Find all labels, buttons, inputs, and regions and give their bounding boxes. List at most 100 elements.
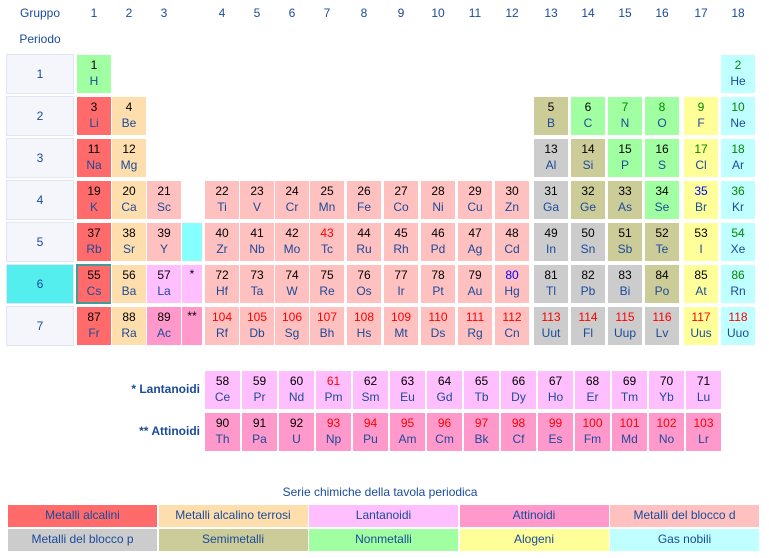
lanthanoids-element-Ho[interactable]: 67 Ho — [537, 370, 574, 410]
element-Au[interactable]: 79 Au — [457, 264, 493, 304]
lanthanoids-element-Nd[interactable]: 60 Nd — [278, 370, 315, 410]
actinoids-element-Pu[interactable]: 94 Pu — [352, 412, 389, 452]
element-He[interactable]: 2 He — [720, 54, 756, 94]
element-Kr[interactable]: 36 Kr — [720, 180, 756, 220]
element-Uuo[interactable]: 118 Uuo — [720, 306, 756, 346]
element-S[interactable]: 16 S — [644, 138, 680, 178]
element-Ra[interactable]: 88 Ra — [111, 306, 147, 346]
element-Li[interactable]: 3 Li — [76, 96, 112, 136]
element-Sn[interactable]: 50 Sn — [570, 222, 606, 262]
lanthanoids-element-Dy[interactable]: 66 Dy — [500, 370, 537, 410]
actinoids-element-Lr[interactable]: 103 Lr — [685, 412, 722, 452]
element-Ru[interactable]: 44 Ru — [346, 222, 382, 262]
element-Ge[interactable]: 32 Ge — [570, 180, 606, 220]
element-Cn[interactable]: 112 Cn — [494, 306, 530, 346]
lanthanoids-element-Sm[interactable]: 62 Sm — [352, 370, 389, 410]
element-Pd[interactable]: 46 Pd — [420, 222, 456, 262]
element-Db[interactable]: 105 Db — [239, 306, 275, 346]
element-Na[interactable]: 11 Na — [76, 138, 112, 178]
element-Cd[interactable]: 48 Cd — [494, 222, 530, 262]
lanthanoids-element-Yb[interactable]: 70 Yb — [648, 370, 685, 410]
actinoids-element-Es[interactable]: 99 Es — [537, 412, 574, 452]
element-Fe[interactable]: 26 Fe — [346, 180, 382, 220]
element-Ni[interactable]: 28 Ni — [420, 180, 456, 220]
element-Tc[interactable]: 43 Tc — [309, 222, 345, 262]
element-Be[interactable]: 4 Be — [111, 96, 147, 136]
element-Co[interactable]: 27 Co — [383, 180, 419, 220]
actinoids-element-Np[interactable]: 93 Np — [315, 412, 352, 452]
lanthanoids-element-Pm[interactable]: 61 Pm — [315, 370, 352, 410]
lanthanoids-element-Gd[interactable]: 64 Gd — [426, 370, 463, 410]
actinoids-element-Bk[interactable]: 97 Bk — [463, 412, 500, 452]
element-Zr[interactable]: 40 Zr — [204, 222, 240, 262]
element-Rg[interactable]: 111 Rg — [457, 306, 493, 346]
element-Fl[interactable]: 114 Fl — [570, 306, 606, 346]
element-Cl[interactable]: 17 Cl — [683, 138, 719, 178]
element-Hg[interactable]: 80 Hg — [494, 264, 530, 304]
lanthanoids-element-Ce[interactable]: 58 Ce — [204, 370, 241, 410]
element-Sc[interactable]: 21 Sc — [146, 180, 182, 220]
element-Uus[interactable]: 117 Uus — [683, 306, 719, 346]
element-Cs[interactable]: 55 Cs — [76, 264, 112, 304]
element-Po[interactable]: 84 Po — [644, 264, 680, 304]
element-Bi[interactable]: 83 Bi — [607, 264, 643, 304]
lanthanoids-element-Lu[interactable]: 71 Lu — [685, 370, 722, 410]
element-Rh[interactable]: 45 Rh — [383, 222, 419, 262]
lanthanoids-element-Tb[interactable]: 65 Tb — [463, 370, 500, 410]
element-Pt[interactable]: 78 Pt — [420, 264, 456, 304]
actinoids-element-Cm[interactable]: 96 Cm — [426, 412, 463, 452]
element-Al[interactable]: 13 Al — [533, 138, 569, 178]
lanthanoids-element-Pr[interactable]: 59 Pr — [241, 370, 278, 410]
element-Ir[interactable]: 77 Ir — [383, 264, 419, 304]
actinoids-element-Cf[interactable]: 98 Cf — [500, 412, 537, 452]
actinoids-element-U[interactable]: 92 U — [278, 412, 315, 452]
element-Tl[interactable]: 81 Tl — [533, 264, 569, 304]
element-At[interactable]: 85 At — [683, 264, 719, 304]
element-Lv[interactable]: 116 Lv — [644, 306, 680, 346]
element-Ag[interactable]: 47 Ag — [457, 222, 493, 262]
element-Fr[interactable]: 87 Fr — [76, 306, 112, 346]
element-W[interactable]: 74 W — [274, 264, 310, 304]
element-P[interactable]: 15 P — [607, 138, 643, 178]
element-V[interactable]: 23 V — [239, 180, 275, 220]
element-Br[interactable]: 35 Br — [683, 180, 719, 220]
element-Sg[interactable]: 106 Sg — [274, 306, 310, 346]
lanthanoids-element-Tm[interactable]: 69 Tm — [611, 370, 648, 410]
element-Xe[interactable]: 54 Xe — [720, 222, 756, 262]
element-Nb[interactable]: 41 Nb — [239, 222, 275, 262]
element-Ca[interactable]: 20 Ca — [111, 180, 147, 220]
element-Uup[interactable]: 115 Uup — [607, 306, 643, 346]
element-Cu[interactable]: 29 Cu — [457, 180, 493, 220]
element-Mn[interactable]: 25 Mn — [309, 180, 345, 220]
element-Hf[interactable]: 72 Hf — [204, 264, 240, 304]
element-Mt[interactable]: 109 Mt — [383, 306, 419, 346]
element-Os[interactable]: 76 Os — [346, 264, 382, 304]
actinoids-element-Am[interactable]: 95 Am — [389, 412, 426, 452]
element-Mg[interactable]: 12 Mg — [111, 138, 147, 178]
element-Ba[interactable]: 56 Ba — [111, 264, 147, 304]
element-Ds[interactable]: 110 Ds — [420, 306, 456, 346]
element-Ta[interactable]: 73 Ta — [239, 264, 275, 304]
element-Te[interactable]: 52 Te — [644, 222, 680, 262]
element-Re[interactable]: 75 Re — [309, 264, 345, 304]
element-Pb[interactable]: 82 Pb — [570, 264, 606, 304]
element-K[interactable]: 19 K — [76, 180, 112, 220]
actinoids-element-Fm[interactable]: 100 Fm — [574, 412, 611, 452]
element-I[interactable]: 53 I — [683, 222, 719, 262]
element-Uut[interactable]: 113 Uut — [533, 306, 569, 346]
element-Rn[interactable]: 86 Rn — [720, 264, 756, 304]
lanthanoids-element-Er[interactable]: 68 Er — [574, 370, 611, 410]
lanthanoids-element-Eu[interactable]: 63 Eu — [389, 370, 426, 410]
element-Rb[interactable]: 37 Rb — [76, 222, 112, 262]
element-Sr[interactable]: 38 Sr — [111, 222, 147, 262]
element-Ar[interactable]: 18 Ar — [720, 138, 756, 178]
element-In[interactable]: 49 In — [533, 222, 569, 262]
element-Cr[interactable]: 24 Cr — [274, 180, 310, 220]
element-Y[interactable]: 39 Y — [146, 222, 182, 262]
